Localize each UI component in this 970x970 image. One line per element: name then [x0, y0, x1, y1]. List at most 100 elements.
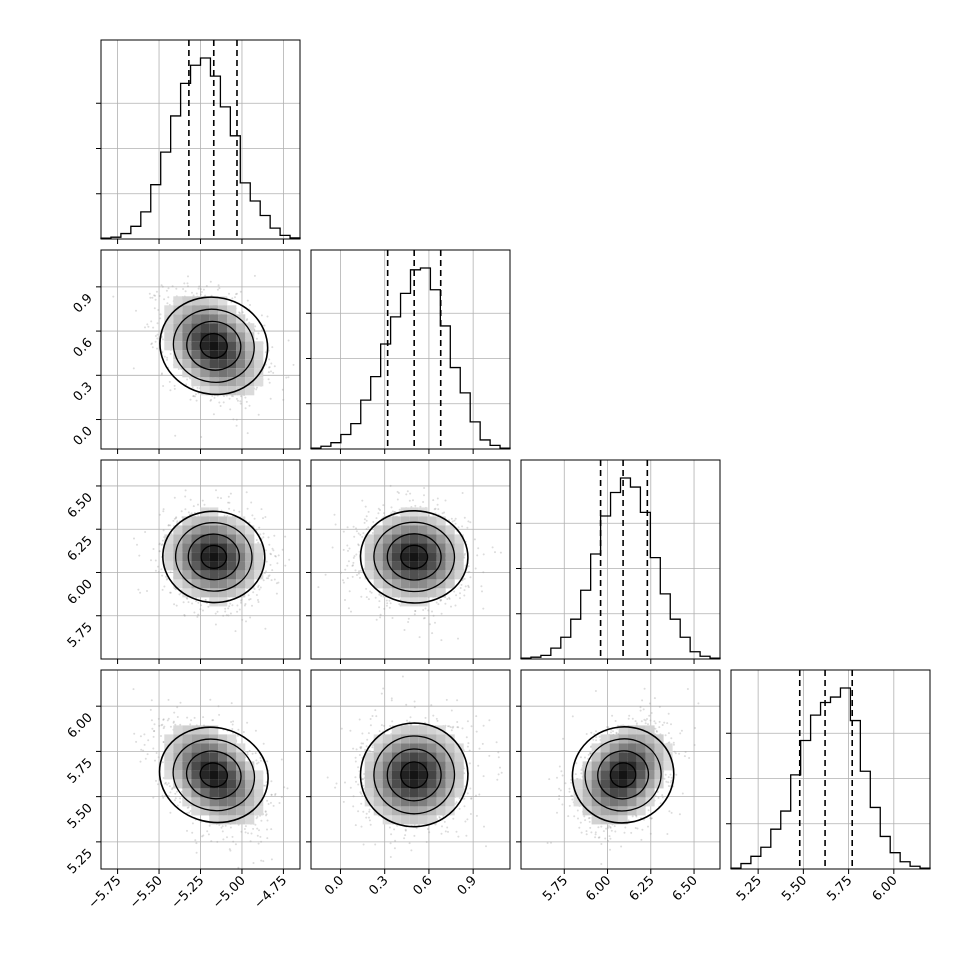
scatter-point [161, 285, 164, 288]
scatter-point [265, 560, 268, 563]
scatter-point [259, 533, 262, 536]
scatter-point [236, 292, 238, 295]
scatter-point [385, 604, 388, 607]
scatter-point [184, 489, 187, 492]
scatter-point [272, 371, 275, 374]
scatter-point [477, 547, 480, 550]
density-cell [436, 588, 446, 598]
density-cell [409, 525, 419, 535]
scatter-point [186, 806, 189, 809]
scatter-point [236, 399, 239, 402]
scatter-point [467, 584, 470, 587]
density-cell [191, 305, 201, 315]
scatter-point [174, 792, 177, 795]
scatter-point [422, 617, 425, 620]
scatter-point [389, 602, 392, 605]
scatter-point [156, 322, 159, 325]
density-cell [409, 561, 419, 571]
density-cell [200, 588, 210, 598]
density-cell [218, 323, 228, 333]
scatter-point [259, 586, 262, 589]
density-cell [191, 332, 201, 342]
density-cell [364, 534, 374, 544]
scatter-point [214, 623, 217, 626]
scatter-point [163, 298, 166, 301]
density-cell [427, 588, 437, 598]
scatter-point [444, 602, 447, 605]
scatter-point [218, 824, 221, 826]
scatter-point [303, 514, 305, 516]
scatter-point [347, 607, 350, 610]
scatter-point [238, 608, 241, 611]
scatter-point [151, 342, 153, 345]
panel-frame [310, 459, 511, 660]
scatter-point [262, 517, 264, 520]
density-cell [200, 368, 210, 378]
scatter-point [352, 561, 355, 564]
scatter-point [216, 288, 219, 291]
scatter-point [270, 370, 272, 373]
scatter-point [239, 400, 242, 403]
density-cell [436, 570, 446, 580]
scatter-point [264, 627, 267, 630]
density-cell [227, 386, 237, 396]
scatter-point [220, 826, 223, 829]
scatter-point [268, 574, 271, 577]
density-cell [254, 359, 264, 369]
scatter-point [245, 491, 248, 494]
scatter-point [451, 520, 454, 523]
scatter-point [255, 817, 258, 820]
scatter-point [439, 599, 442, 602]
density-cell [236, 534, 246, 544]
scatter-point [162, 718, 165, 721]
density-cell [409, 552, 419, 562]
scatter-point [432, 499, 435, 502]
scatter-point [269, 397, 272, 400]
scatter-point [216, 840, 219, 843]
scatter-point [357, 544, 360, 547]
scatter-point [146, 753, 149, 756]
density-cell [364, 543, 374, 553]
scatter-point [428, 623, 431, 626]
density-cell [254, 570, 264, 580]
scatter-point [161, 588, 164, 591]
scatter-point [231, 604, 234, 607]
scatter-point [192, 294, 195, 297]
scatter-point [138, 554, 141, 557]
density-cell [182, 296, 192, 306]
scatter-point [195, 399, 198, 402]
density-cell [191, 323, 201, 333]
scatter-point [147, 325, 150, 328]
density-cell [209, 341, 219, 351]
scatter-point [154, 340, 157, 343]
scatter-point [317, 586, 320, 589]
scatter-point [253, 588, 256, 590]
density-cell [182, 305, 192, 315]
density-cell [391, 561, 401, 571]
scatter-point [398, 508, 401, 511]
density-cell [445, 525, 455, 535]
scatter-point [229, 408, 232, 411]
scatter-point [249, 304, 251, 306]
scatter-point [245, 400, 248, 403]
scatter-point [273, 578, 276, 581]
scatter-point [187, 275, 189, 278]
scatter-point [370, 591, 373, 594]
hist-panel-3 [726, 669, 931, 870]
scatter-point [357, 543, 360, 546]
scatter-point [167, 524, 170, 527]
scatter-point [219, 405, 222, 407]
scatter-point [187, 285, 189, 288]
scatter-point [374, 596, 377, 599]
scatter-point [403, 629, 406, 631]
scatter-point [133, 537, 135, 540]
scatter-point [392, 514, 395, 517]
scatter-point [499, 551, 502, 554]
scatter-point [183, 614, 186, 617]
scatter-point [353, 535, 356, 538]
density-cell [200, 359, 210, 369]
density-cell [200, 579, 210, 589]
scatter-point [459, 597, 461, 600]
scatter-point [454, 522, 457, 525]
scatter-point [175, 287, 178, 290]
